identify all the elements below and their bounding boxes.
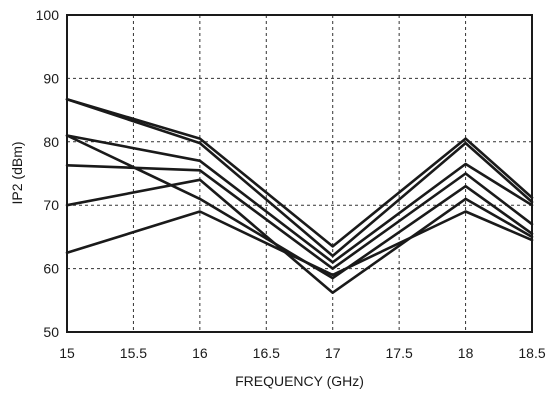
x-tick-label: 17.5 xyxy=(386,345,413,361)
x-tick-label: 18 xyxy=(458,345,474,361)
series-line-4 xyxy=(65,164,534,270)
y-tick-label: 50 xyxy=(43,324,59,340)
x-tick-label: 15.5 xyxy=(120,345,147,361)
x-tick-label: 17 xyxy=(325,345,341,361)
series-line-2 xyxy=(65,98,534,258)
y-tick-label: 100 xyxy=(36,7,60,23)
y-tick-label: 70 xyxy=(43,197,59,213)
series-line-3 xyxy=(65,134,534,264)
series-line-5 xyxy=(65,134,534,280)
x-axis-title: FREQUENCY (GHz) xyxy=(235,373,364,389)
x-tick-label: 16.5 xyxy=(253,345,280,361)
x-tick-labels: 15 15.5 16 16.5 17 17.5 18 18.5 xyxy=(59,345,546,361)
y-axis-title: IP2 (dBm) xyxy=(9,141,25,204)
y-tick-labels: 50 60 70 80 90 100 xyxy=(36,7,60,340)
series-group xyxy=(65,98,534,295)
y-tick-label: 90 xyxy=(43,70,59,86)
grid xyxy=(67,15,532,332)
x-tick-label: 18.5 xyxy=(518,345,545,361)
y-tick-label: 80 xyxy=(43,134,59,150)
series-line-7 xyxy=(65,210,534,277)
series-line-6 xyxy=(65,178,534,295)
plot-frame xyxy=(66,14,533,333)
x-tick-label: 15 xyxy=(59,345,75,361)
series-line-1 xyxy=(65,98,534,248)
y-tick-label: 60 xyxy=(43,261,59,277)
x-tick-label: 16 xyxy=(192,345,208,361)
